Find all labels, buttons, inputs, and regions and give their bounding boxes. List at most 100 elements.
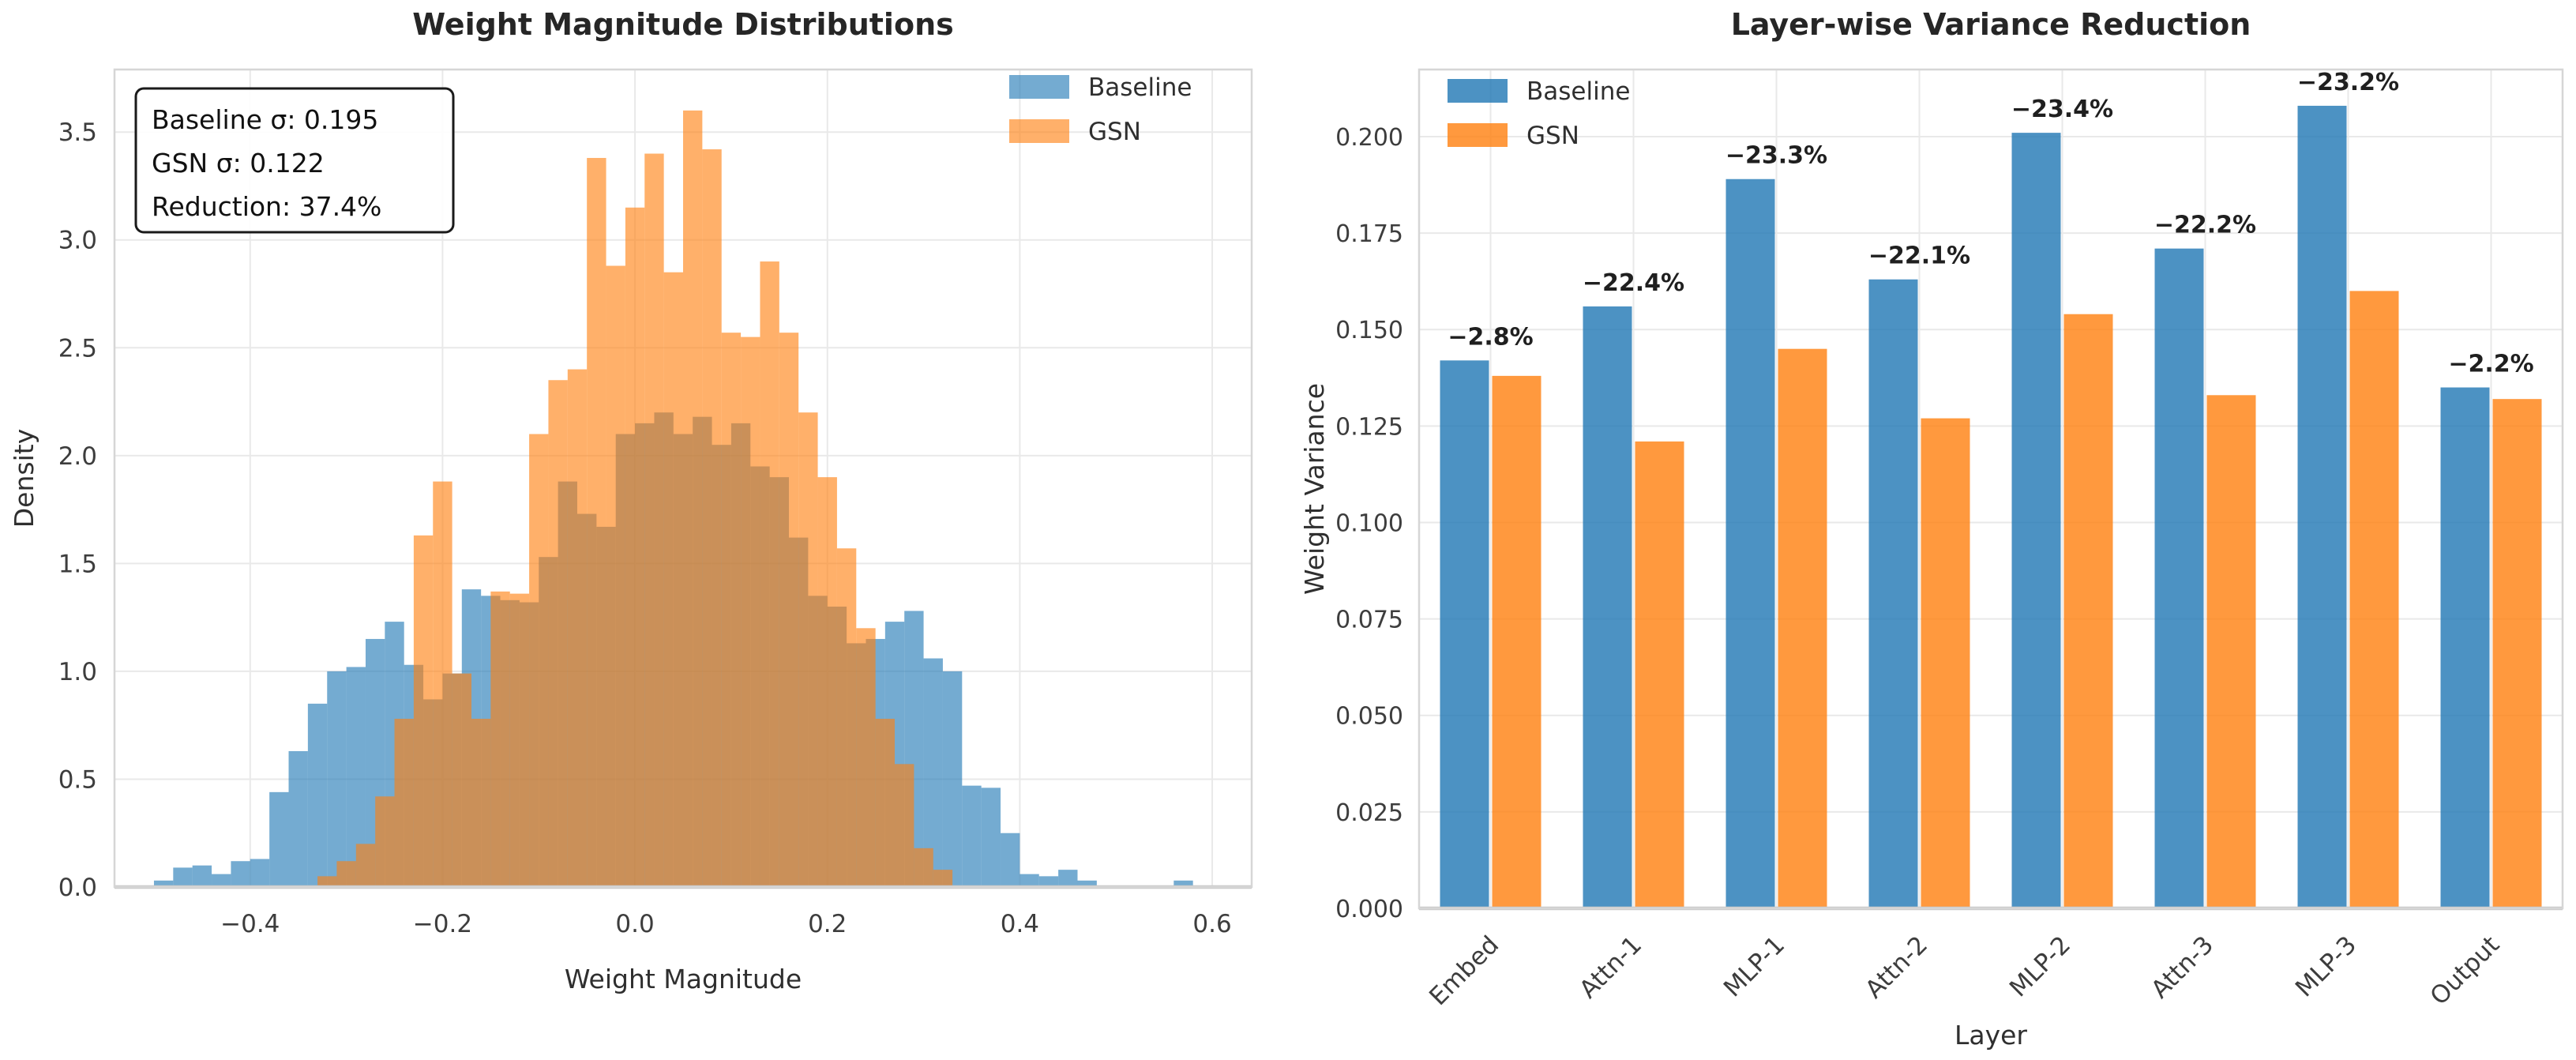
- baseline-bar: [1440, 360, 1489, 908]
- baseline-hist-bar: [153, 880, 174, 887]
- y-tick-label: 3.5: [58, 118, 97, 147]
- reduction-label: −22.4%: [1583, 269, 1684, 297]
- plot-border: [1418, 68, 2564, 910]
- gsn-hist-bar: [798, 412, 818, 887]
- x-axis-title: Weight Magnitude: [565, 964, 802, 994]
- weight-magnitude-histogram: −0.4 −0.2 0.0 0.2 0.4 0.6 0.0 0.5 1.0 1.5 2.0 2.5 3.…: [9, 7, 1253, 994]
- layerwise-variance-bar-chart: −2.8% −22.4% −23.3% −22.1% −23.4% −22.2% −23.2…: [1299, 7, 2564, 1051]
- gsn-hist-bar: [548, 380, 568, 888]
- gsn-hist-bar: [394, 718, 414, 887]
- baseline-bar: [2297, 105, 2347, 908]
- legend-swatch-baseline: [1448, 79, 1508, 103]
- y-tick-label: 0.125: [1335, 413, 1403, 441]
- baseline-bar: [1868, 279, 1918, 908]
- baseline-hist-bar: [231, 861, 250, 887]
- baseline-hist-bar: [250, 859, 270, 887]
- gsn-bar: [2206, 395, 2256, 908]
- baseline-hist-bar: [307, 703, 328, 887]
- baseline-bar: [2154, 248, 2204, 909]
- reduction-label: −22.1%: [1868, 242, 1970, 270]
- y-tick-label: 0.200: [1335, 124, 1403, 152]
- plot-border: [113, 68, 1253, 889]
- gsn-hist-bar: [471, 718, 491, 887]
- gsn-bar: [2349, 291, 2399, 908]
- stats-box-line: Baseline σ: 0.195: [152, 104, 378, 135]
- legend-swatch-baseline: [1009, 75, 1069, 99]
- baseline-bar: [2011, 133, 2061, 908]
- stats-box: [134, 87, 455, 234]
- baseline-bar: [2440, 387, 2490, 908]
- y-axis-title: Weight Variance: [1299, 383, 1330, 595]
- x-axis-title: Layer: [1955, 1020, 2027, 1051]
- reduction-label: −23.4%: [2011, 96, 2113, 123]
- baseline-hist-bar: [1038, 876, 1059, 887]
- gsn-bar: [2063, 314, 2113, 908]
- y-tick-label: 0.5: [58, 765, 97, 794]
- category-tick-label: MLP-2: [2004, 930, 2076, 1002]
- baseline-hist-bar: [288, 750, 308, 887]
- x-tick-label: 0.4: [1001, 910, 1039, 938]
- gsn-hist-bar: [856, 628, 876, 887]
- reduction-label: −23.3%: [1725, 142, 1827, 170]
- gsn-hist-bar: [355, 844, 376, 887]
- gsn-hist-bar: [587, 157, 606, 887]
- gsn-hist-bar: [895, 764, 914, 887]
- baseline-hist-bar: [173, 867, 193, 887]
- gsn-hist-bar: [625, 207, 645, 887]
- category-tick-label: Attn-2: [1860, 930, 1933, 1004]
- gsn-hist-bar: [914, 848, 933, 887]
- reduction-label: −2.2%: [2448, 351, 2533, 378]
- y-tick-label: 0.025: [1335, 799, 1403, 827]
- legend-label-baseline: Baseline: [1088, 73, 1192, 102]
- y-tick-label: 1.0: [58, 658, 97, 686]
- gsn-bar: [1778, 348, 1827, 909]
- y-tick-label: 0.150: [1335, 317, 1403, 344]
- gsn-hist-bar: [741, 336, 760, 888]
- gsn-hist-bar: [567, 369, 588, 887]
- reduction-label: −22.2%: [2154, 212, 2256, 239]
- y-tick-label: 0.050: [1335, 703, 1403, 731]
- baseline-bar: [1583, 306, 1632, 908]
- reduction-label: −2.8%: [1448, 323, 1533, 351]
- x-tick-label: −0.2: [413, 910, 472, 938]
- gsn-hist-bar: [317, 876, 337, 887]
- chart-title: Weight Magnitude Distributions: [412, 7, 954, 42]
- baseline-hist-bar: [942, 671, 963, 887]
- gsn-hist-bar: [413, 535, 434, 887]
- baseline-hist-bar: [1058, 870, 1078, 887]
- legend-swatch-gsn: [1448, 123, 1508, 147]
- gsn-hist-bar: [336, 861, 356, 887]
- baseline-hist-bar: [192, 865, 212, 887]
- gsn-hist-bar: [509, 593, 530, 887]
- gsn-hist-bar: [490, 591, 510, 887]
- baseline-hist-bar: [981, 787, 1001, 887]
- legend-label-baseline: Baseline: [1526, 77, 1630, 106]
- gsn-hist-bar: [721, 333, 742, 887]
- gsn-hist-bar: [452, 673, 471, 887]
- gsn-hist-bar: [836, 548, 857, 887]
- category-tick-label: Embed: [1424, 930, 1504, 1011]
- gsn-hist-bar: [606, 265, 625, 887]
- baseline-bar: [1725, 179, 1775, 908]
- x-tick-label: 0.6: [1192, 910, 1231, 938]
- category-tick-label: Attn-1: [1574, 930, 1647, 1004]
- stats-box-line: Reduction: 37.4%: [152, 191, 381, 222]
- baseline-hist-bar: [1173, 880, 1193, 887]
- gsn-hist-bar: [760, 261, 779, 887]
- x-tick-label: −0.4: [220, 910, 280, 938]
- gsn-bar: [2492, 399, 2542, 908]
- baseline-hist-bar: [962, 785, 982, 887]
- baseline-hist-bar: [1020, 874, 1039, 887]
- stats-box-line: GSN σ: 0.122: [152, 148, 325, 179]
- baseline-hist-bar: [1077, 880, 1097, 887]
- baseline-hist-bar: [327, 671, 347, 887]
- category-tick-label: Output: [2425, 930, 2506, 1011]
- gsn-hist-bar: [683, 110, 703, 888]
- gsn-bar: [1921, 418, 1970, 908]
- reduction-label: −23.2%: [2297, 69, 2399, 96]
- baseline-hist-bar: [269, 791, 289, 887]
- gsn-hist-bar: [817, 477, 837, 887]
- category-tick-label: MLP-3: [2290, 930, 2362, 1002]
- y-tick-label: 1.5: [58, 550, 97, 578]
- y-tick-label: 0.100: [1335, 509, 1403, 537]
